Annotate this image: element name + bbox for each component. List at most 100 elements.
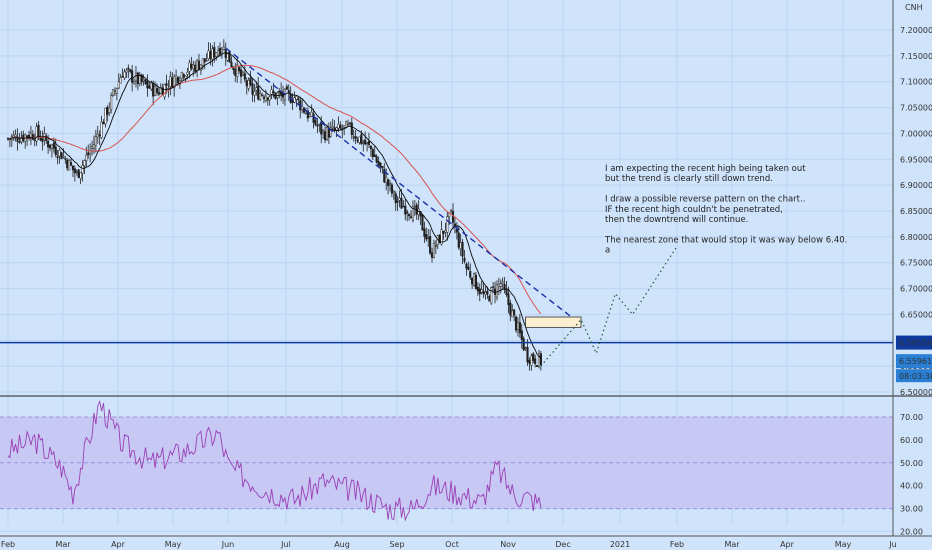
candle [134, 65, 138, 88]
candle [106, 105, 109, 122]
trend-line[interactable] [225, 47, 572, 318]
candle-body [207, 50, 210, 60]
candle [322, 129, 325, 140]
candle-body [119, 77, 122, 84]
candle-body [488, 295, 491, 302]
candle-body [102, 121, 105, 125]
candle [45, 133, 48, 144]
candle-body [379, 162, 382, 168]
candle-body [503, 284, 506, 290]
candle [247, 77, 250, 92]
candle-body [131, 70, 134, 83]
candle [352, 129, 355, 142]
candle [312, 108, 315, 129]
candle [220, 47, 223, 59]
candle-body [167, 87, 170, 90]
candle [421, 213, 424, 231]
candle [383, 162, 386, 184]
candle [64, 155, 67, 164]
resistance-zone[interactable] [525, 316, 582, 328]
candle-body [369, 145, 372, 149]
annotation-line: a [605, 246, 610, 256]
candle [509, 299, 512, 322]
candle [295, 95, 298, 108]
candle [209, 42, 212, 66]
candle-body [507, 293, 510, 305]
candle [316, 117, 319, 134]
time-tick-label: Jul [280, 540, 291, 549]
candle-body [465, 263, 468, 269]
candle-body [450, 209, 453, 212]
candle [31, 130, 34, 141]
candle-body [266, 97, 269, 101]
candle-body [217, 50, 220, 56]
candle-body [31, 134, 34, 140]
candle-body [129, 69, 132, 72]
candle-body [196, 60, 199, 71]
candle [440, 220, 443, 246]
candle-body [125, 70, 128, 73]
candle-body [112, 89, 115, 96]
candle [537, 349, 541, 369]
candle-body [239, 69, 243, 77]
candle [171, 71, 174, 88]
candle-body [536, 365, 539, 367]
rsi-tick-label: 70.00 [900, 413, 923, 422]
candle [444, 222, 447, 238]
candle [26, 134, 29, 146]
candle-body [45, 135, 48, 141]
candle-body [262, 96, 265, 99]
candle [324, 126, 327, 144]
price-tick-label: 6.90000 [900, 181, 932, 190]
candle [112, 89, 115, 97]
candle-body [408, 214, 411, 217]
candle-body [230, 61, 233, 67]
price-tick-label: 7.10000 [900, 78, 932, 87]
candle-body [110, 95, 113, 110]
candle-body [413, 206, 416, 208]
candle [29, 125, 32, 146]
candle [169, 71, 172, 96]
candle [138, 71, 141, 87]
candle-body [35, 126, 38, 142]
candle-body [123, 71, 126, 79]
candle-body [516, 322, 520, 330]
candle [157, 87, 160, 97]
candle-body [537, 353, 541, 367]
candle-body [333, 127, 336, 131]
candle-body [446, 216, 449, 233]
candle [318, 123, 321, 132]
candle [325, 124, 329, 142]
price-tick-label: 7.20000 [900, 26, 932, 35]
candle [245, 77, 248, 95]
candle [266, 96, 269, 106]
candle-body [285, 86, 288, 90]
candle [60, 151, 63, 160]
candle-body [304, 112, 308, 115]
candle [104, 107, 107, 128]
candle-body [434, 245, 437, 247]
candle [146, 74, 149, 97]
rsi-tick-label: 30.00 [900, 505, 923, 514]
candle-body [526, 346, 529, 363]
candle-body [211, 48, 214, 60]
candle [35, 122, 38, 146]
price-tick-label: 7.15000 [900, 52, 932, 61]
candle-body [75, 171, 78, 173]
candle [56, 149, 59, 165]
candle [528, 357, 531, 371]
candle-body [388, 183, 392, 185]
candle-body [16, 136, 19, 142]
candle-body [26, 135, 29, 138]
candle [251, 78, 254, 102]
candle [285, 84, 288, 90]
candle-body [419, 211, 422, 217]
price-tick-label: 6.50000 [900, 388, 932, 397]
candle [358, 136, 361, 145]
candle [259, 89, 262, 102]
candle-body [316, 124, 319, 127]
candle [71, 165, 74, 177]
candle-body [249, 77, 252, 85]
